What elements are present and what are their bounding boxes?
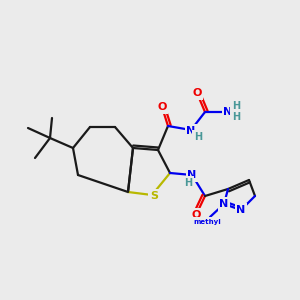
Text: O: O [192,88,202,98]
Text: O: O [191,210,201,220]
Text: S: S [150,191,158,201]
Text: H: H [232,101,240,111]
Text: N: N [224,107,232,117]
Text: N: N [219,199,229,209]
Text: H: H [194,132,202,142]
Text: methyl: methyl [193,219,221,225]
Text: N: N [186,126,196,136]
Text: H: H [184,178,192,188]
Text: O: O [157,102,167,112]
Text: H: H [232,112,240,122]
Text: N: N [236,205,246,215]
Text: N: N [188,170,196,180]
